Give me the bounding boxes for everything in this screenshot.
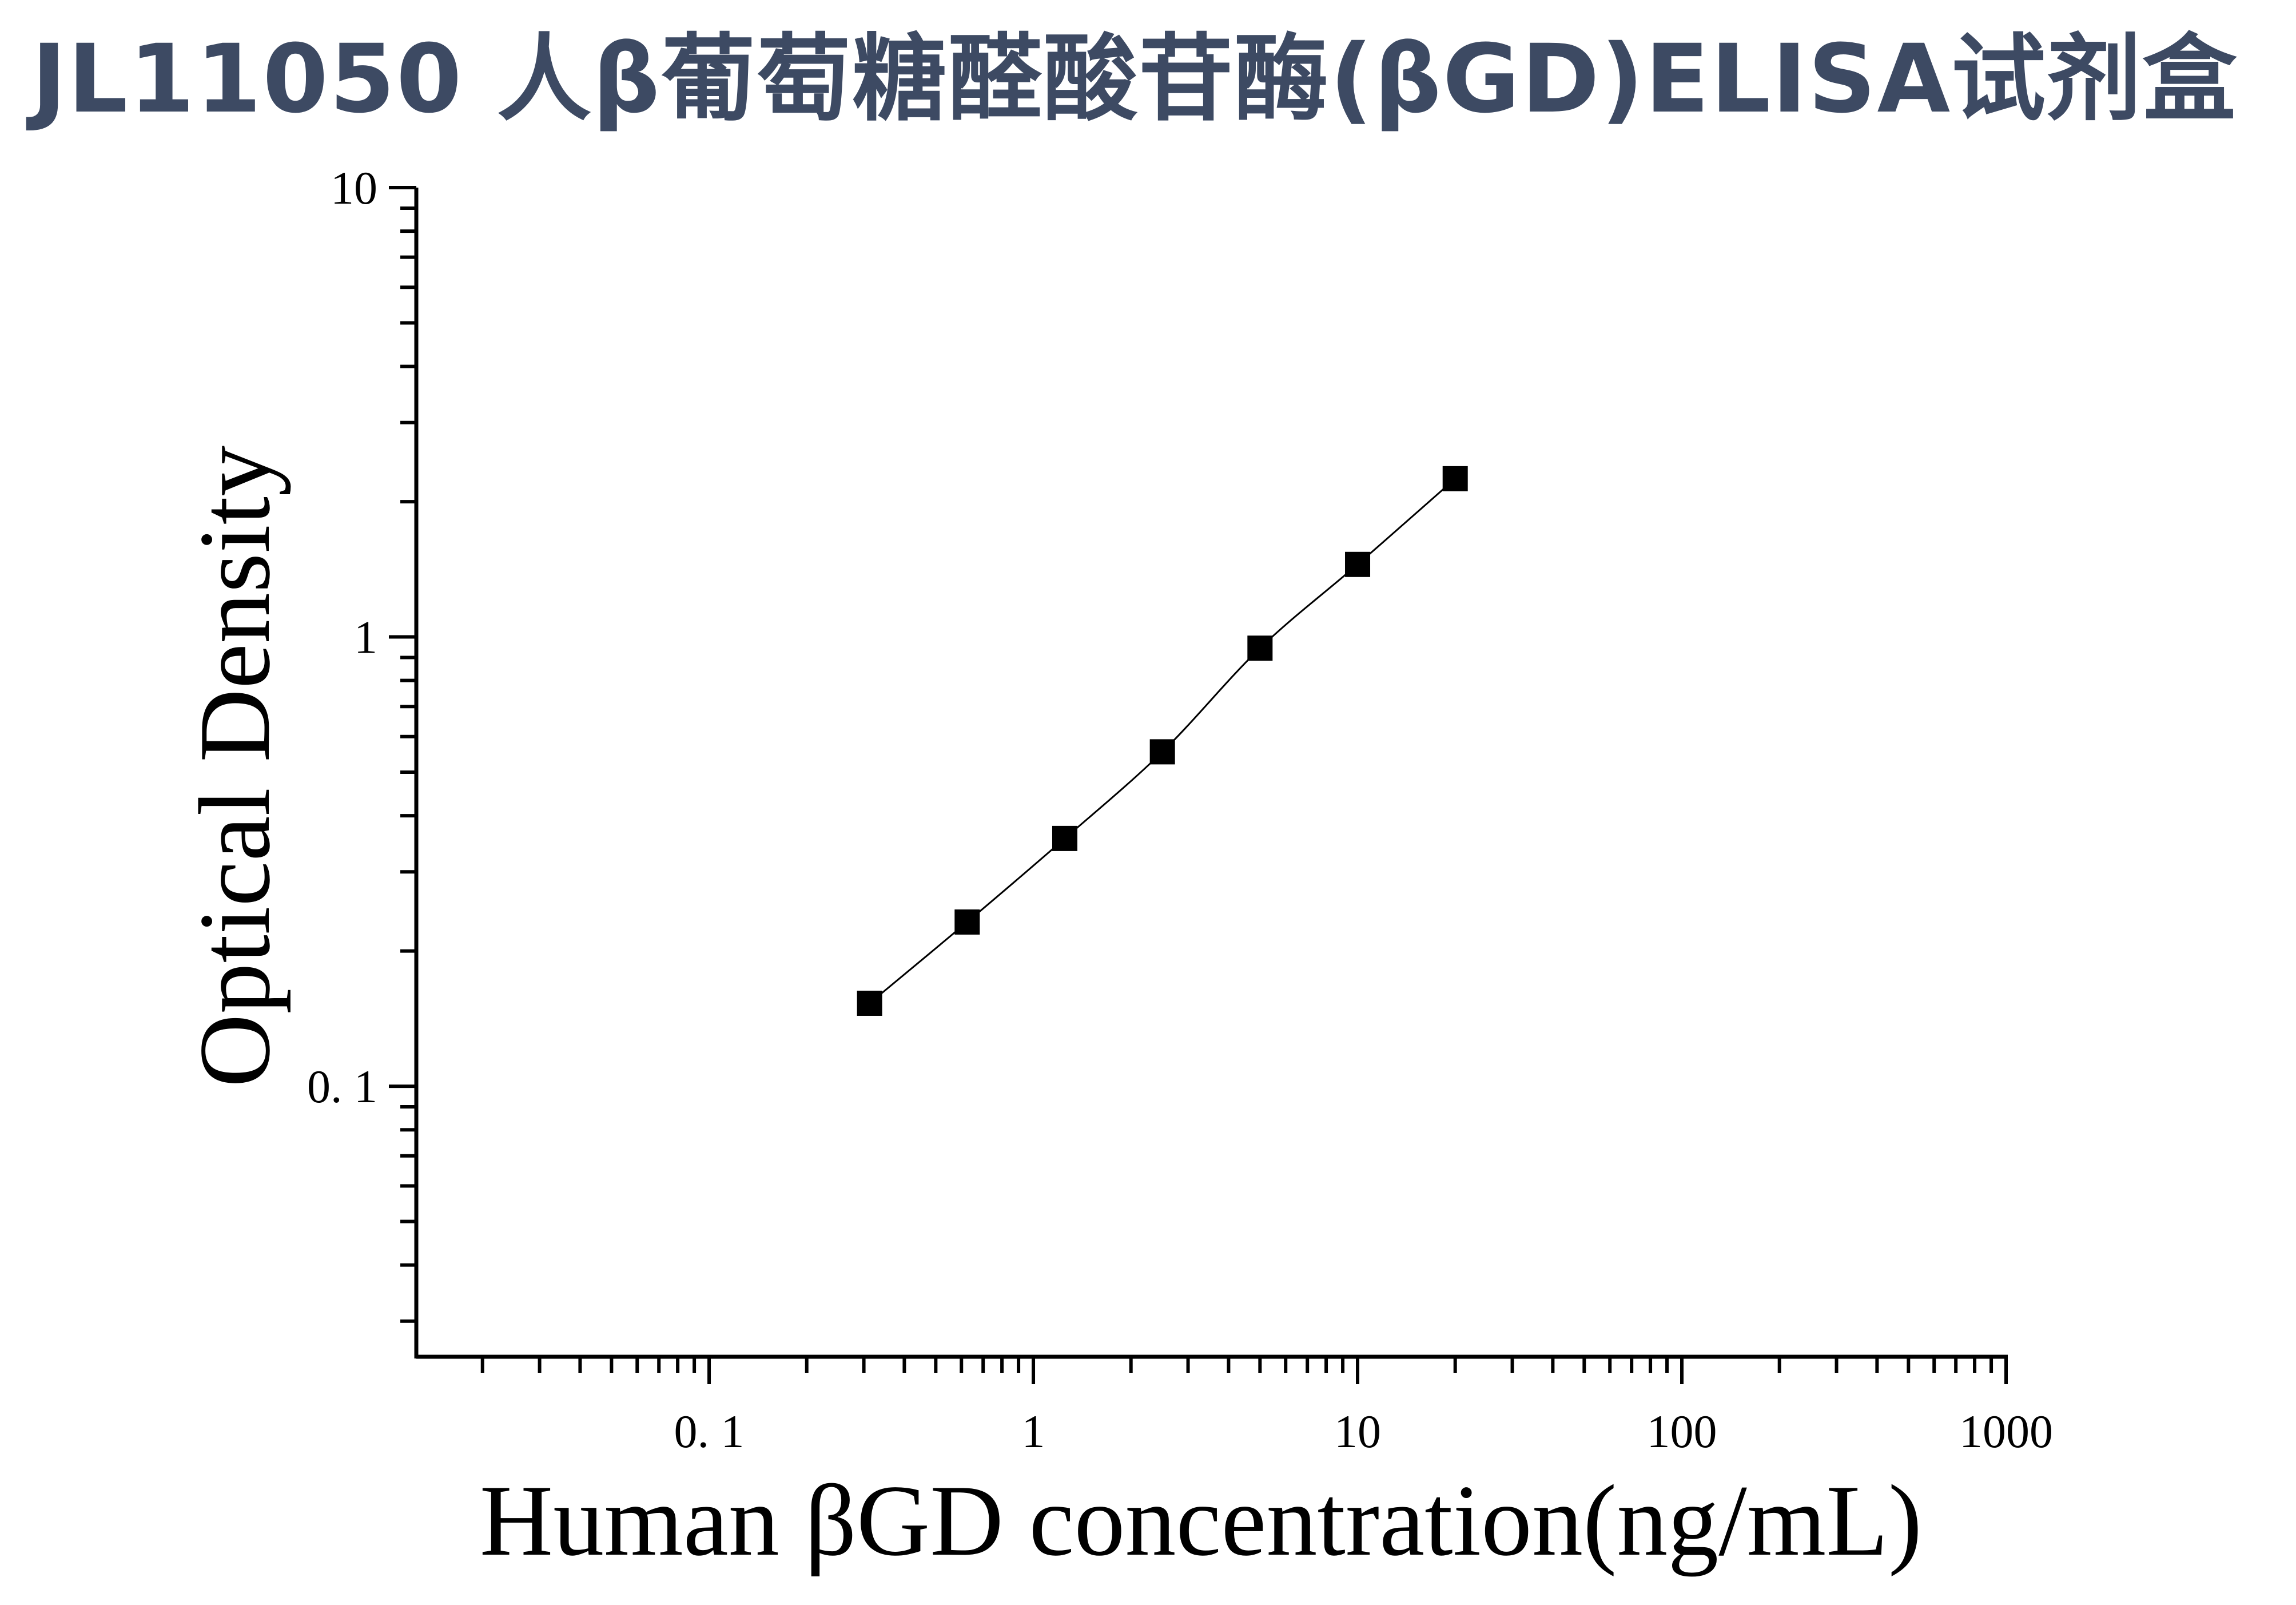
data-point-marker xyxy=(1345,551,1371,577)
y-tick-labels: 0. 1 1 10 xyxy=(307,162,377,1113)
x-tick-label: 1 xyxy=(1022,1405,1045,1457)
y-tick-label: 10 xyxy=(331,162,377,214)
data-markers xyxy=(857,466,1468,1016)
data-point-marker xyxy=(857,990,882,1016)
x-tick-label: 100 xyxy=(1647,1405,1717,1457)
y-tick-label: 0. 1 xyxy=(307,1060,377,1113)
data-point-marker xyxy=(954,909,980,935)
x-tick-label: 10 xyxy=(1334,1405,1381,1457)
x-tick-label: 0. 1 xyxy=(674,1405,745,1457)
data-point-marker xyxy=(1247,635,1273,661)
y-tick-label: 1 xyxy=(354,611,377,664)
x-axis-title: Human βGD concentration(ng/mL) xyxy=(480,1464,1923,1577)
data-point-marker xyxy=(1442,466,1468,491)
x-tick-labels: 0. 1 1 10 100 1000 xyxy=(674,1405,2053,1457)
data-point-marker xyxy=(1052,825,1077,851)
x-tick-label: 1000 xyxy=(1959,1405,2053,1457)
chart-title: JL11050 人β葡萄糖醛酸苷酶(βGD)ELISA试剂盒 xyxy=(31,24,2238,134)
minor-ticks xyxy=(400,206,1993,1373)
data-point-marker xyxy=(1149,739,1175,765)
major-ticks xyxy=(389,186,2008,1384)
y-axis-title: Optical Density xyxy=(178,446,291,1087)
